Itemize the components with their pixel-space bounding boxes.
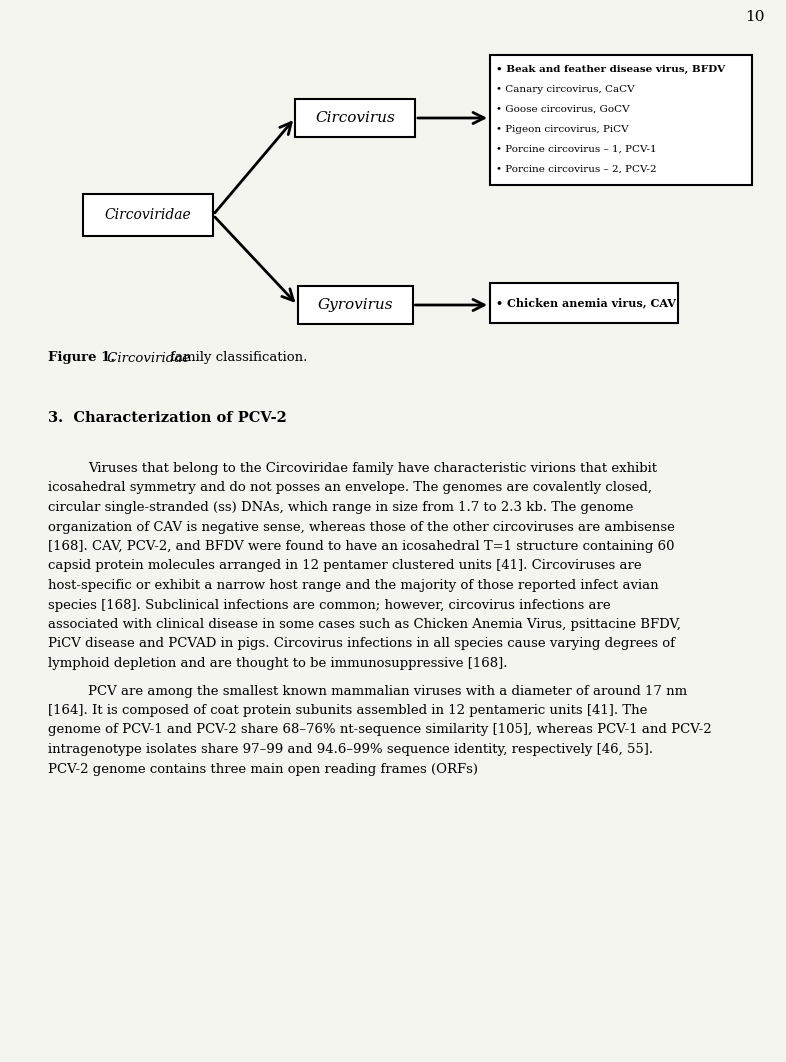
Text: circular single-stranded (ss) DNAs, which range in size from 1.7 to 2.3 kb. The : circular single-stranded (ss) DNAs, whic…	[48, 501, 634, 514]
Text: 10: 10	[745, 10, 765, 24]
FancyBboxPatch shape	[295, 99, 415, 137]
Text: family classification.: family classification.	[166, 352, 307, 364]
Text: • Beak and feather disease virus, BFDV: • Beak and feather disease virus, BFDV	[496, 65, 725, 73]
Text: Circoviridae: Circoviridae	[103, 352, 190, 364]
Text: • Porcine circovirus – 1, PCV-1: • Porcine circovirus – 1, PCV-1	[496, 144, 656, 154]
FancyBboxPatch shape	[490, 55, 752, 185]
Text: Gyrovirus: Gyrovirus	[318, 298, 393, 312]
FancyBboxPatch shape	[83, 194, 213, 236]
Text: icosahedral symmetry and do not posses an envelope. The genomes are covalently c: icosahedral symmetry and do not posses a…	[48, 481, 652, 495]
Text: associated with clinical disease in some cases such as Chicken Anemia Virus, psi: associated with clinical disease in some…	[48, 618, 681, 631]
Text: • Goose circovirus, GoCV: • Goose circovirus, GoCV	[496, 104, 630, 114]
Text: Figure 1.: Figure 1.	[48, 352, 115, 364]
Text: PCV are among the smallest known mammalian viruses with a diameter of around 17 : PCV are among the smallest known mammali…	[88, 685, 687, 698]
Text: 3.  Characterization of PCV-2: 3. Characterization of PCV-2	[48, 411, 287, 425]
Text: [164]. It is composed of coat protein subunits assembled in 12 pentameric units : [164]. It is composed of coat protein su…	[48, 704, 648, 717]
Text: PiCV disease and PCVAD in pigs. Circovirus infections in all species cause varyi: PiCV disease and PCVAD in pigs. Circovir…	[48, 637, 675, 651]
Text: [168]. CAV, PCV-2, and BFDV were found to have an icosahedral T=1 structure cont: [168]. CAV, PCV-2, and BFDV were found t…	[48, 539, 674, 553]
Text: PCV-2 genome contains three main open reading frames (ORFs): PCV-2 genome contains three main open re…	[48, 763, 478, 775]
Text: species [168]. Subclinical infections are common; however, circovirus infections: species [168]. Subclinical infections ar…	[48, 599, 611, 612]
Text: • Pigeon circovirus, PiCV: • Pigeon circovirus, PiCV	[496, 124, 629, 134]
Text: intragenotype isolates share 97–99 and 94.6–99% sequence identity, respectively : intragenotype isolates share 97–99 and 9…	[48, 743, 653, 756]
FancyBboxPatch shape	[297, 286, 413, 324]
Text: • Porcine circovirus – 2, PCV-2: • Porcine circovirus – 2, PCV-2	[496, 165, 656, 173]
Text: genome of PCV-1 and PCV-2 share 68–76% nt-sequence similarity [105], whereas PCV: genome of PCV-1 and PCV-2 share 68–76% n…	[48, 723, 711, 737]
FancyBboxPatch shape	[490, 282, 678, 323]
Text: • Canary circovirus, CaCV: • Canary circovirus, CaCV	[496, 85, 634, 93]
Text: lymphoid depletion and are thought to be immunosuppressive [168].: lymphoid depletion and are thought to be…	[48, 657, 508, 670]
Text: • Chicken anemia virus, CAV: • Chicken anemia virus, CAV	[496, 297, 676, 308]
Text: Circoviridae: Circoviridae	[105, 208, 191, 222]
Text: organization of CAV is negative sense, whereas those of the other circoviruses a: organization of CAV is negative sense, w…	[48, 520, 675, 533]
Text: Circovirus: Circovirus	[315, 112, 395, 125]
Text: host-specific or exhibit a narrow host range and the majority of those reported : host-specific or exhibit a narrow host r…	[48, 579, 659, 592]
Text: capsid protein molecules arranged in 12 pentamer clustered units [41]. Circoviru: capsid protein molecules arranged in 12 …	[48, 560, 641, 572]
Text: Viruses that belong to the Circoviridae family have characteristic virions that : Viruses that belong to the Circoviridae …	[88, 462, 657, 475]
